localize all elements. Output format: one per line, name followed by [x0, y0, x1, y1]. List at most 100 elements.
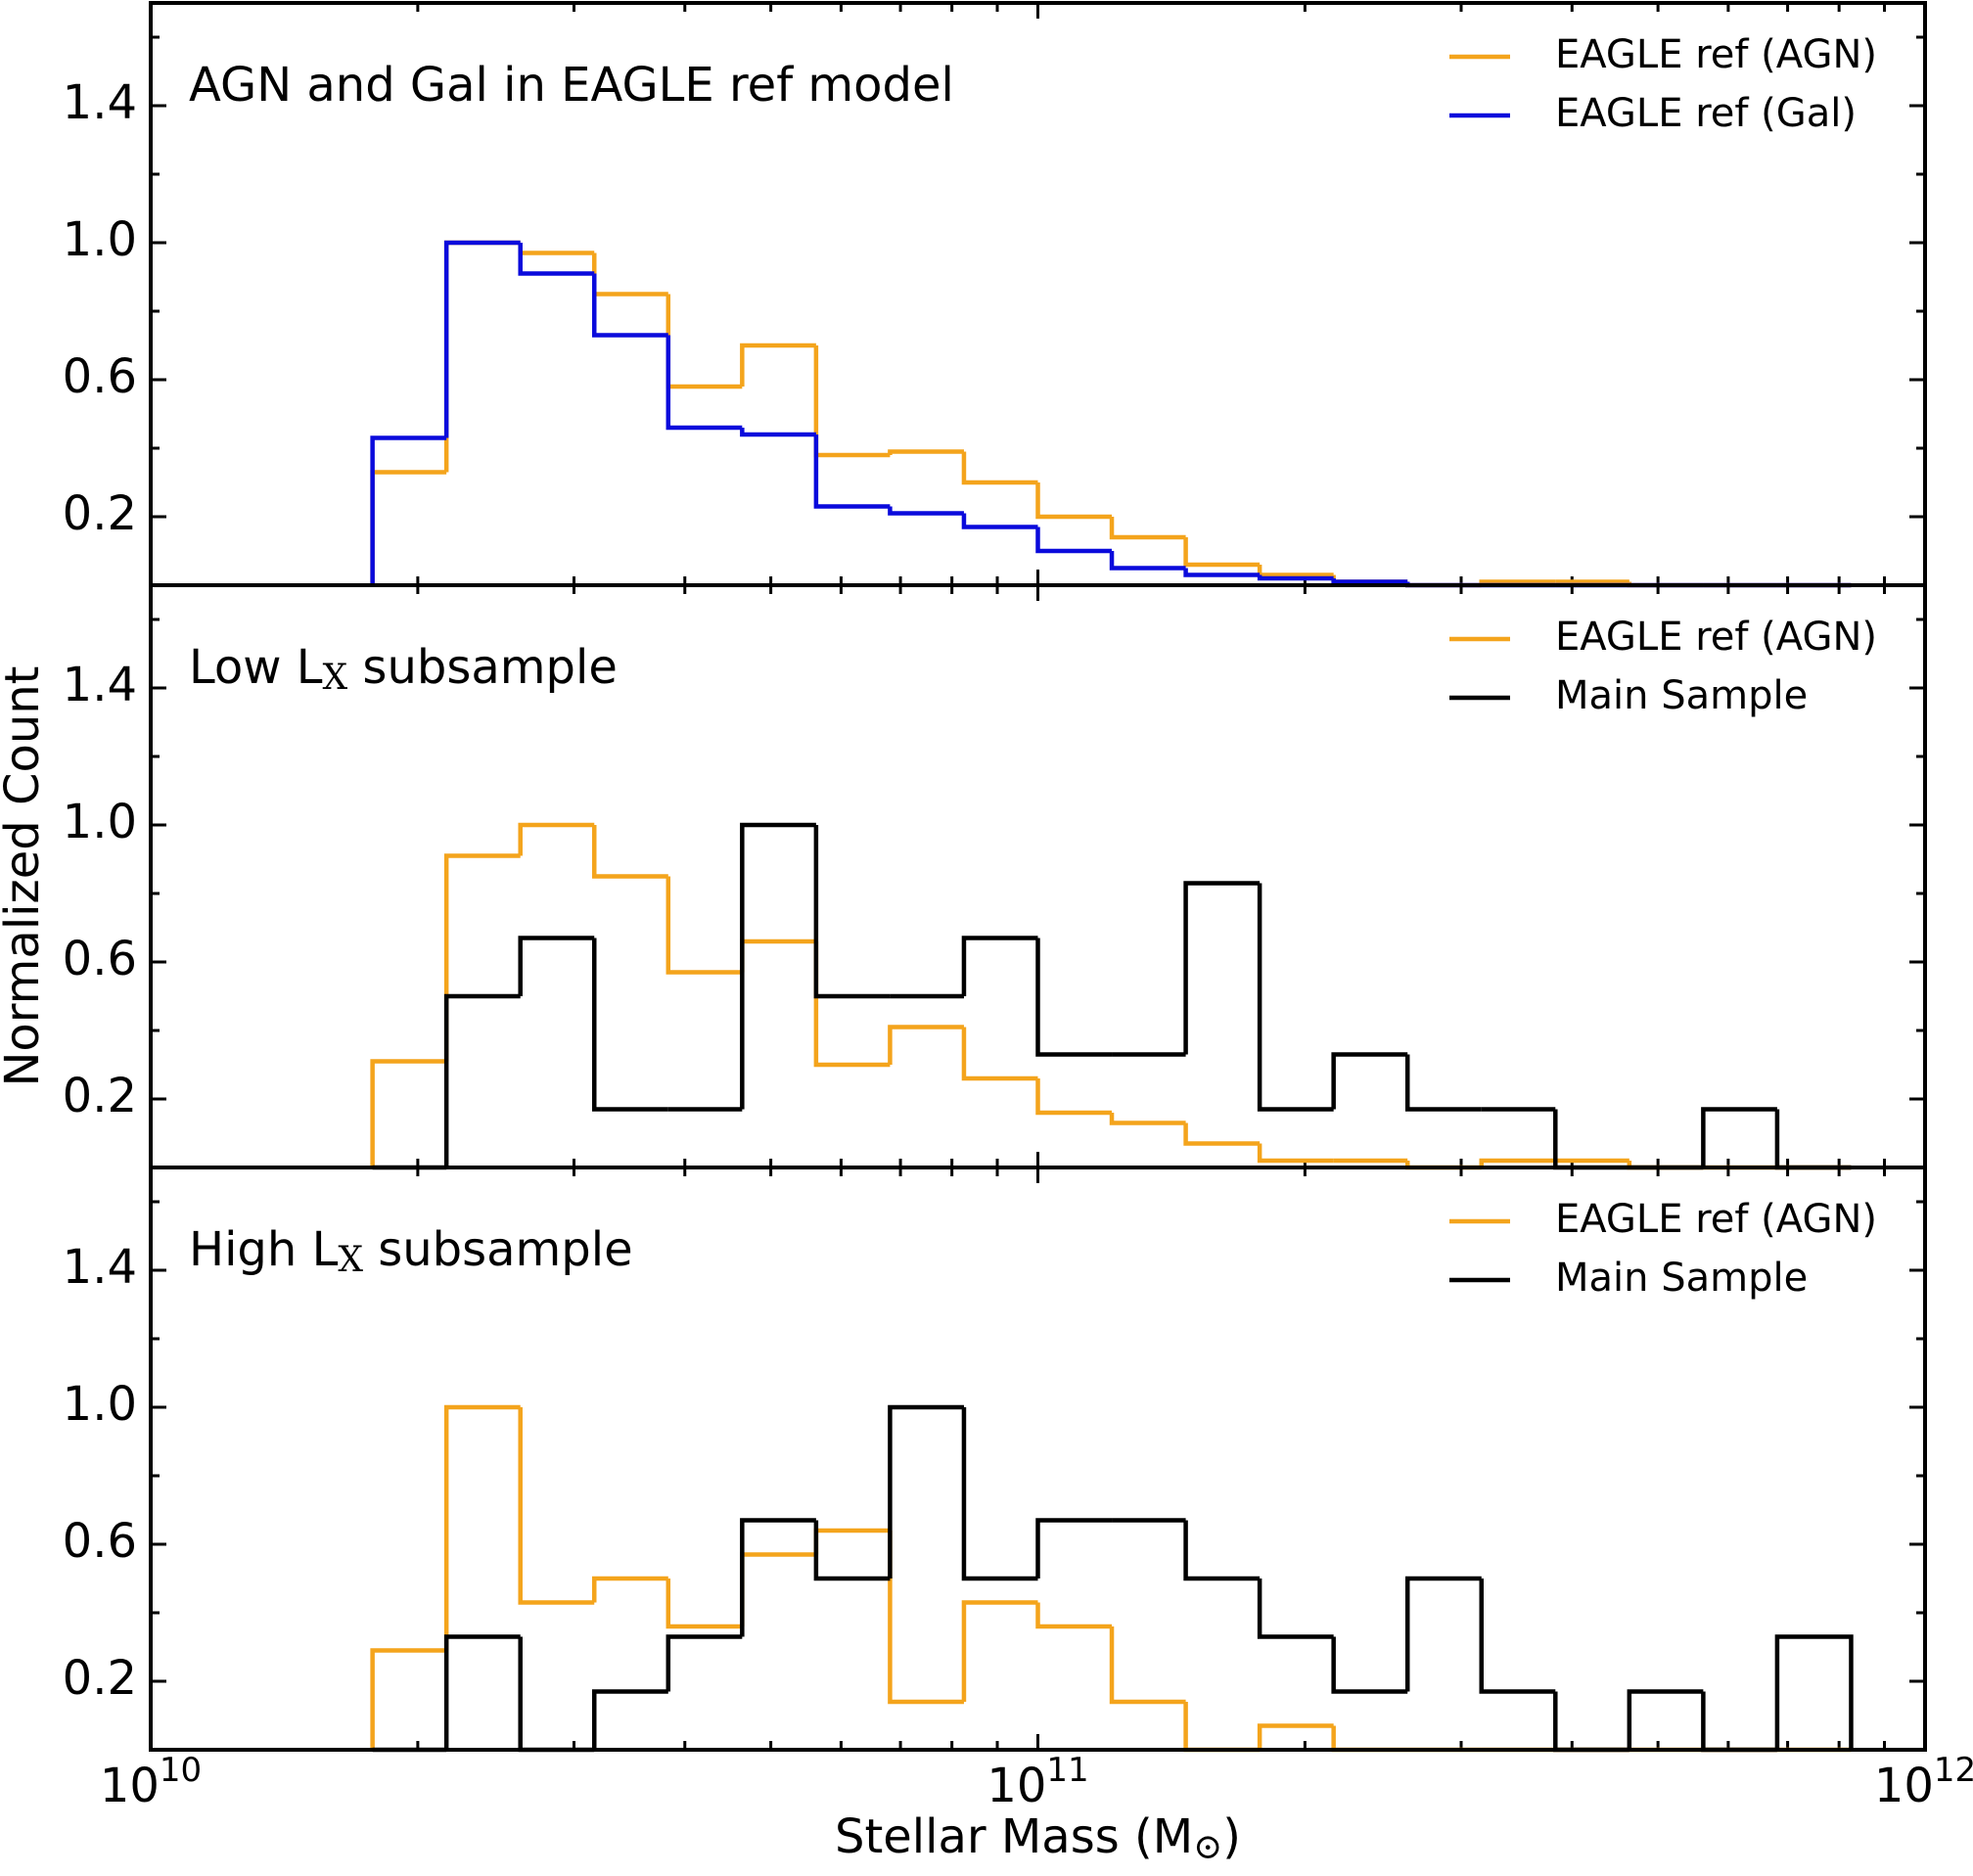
subscript: X — [338, 1240, 363, 1280]
histogram-step — [1553, 1691, 1629, 1753]
histogram-step — [1331, 1636, 1408, 1694]
histogram-step — [1257, 883, 1334, 1112]
y-tick-label: 0.2 — [63, 1069, 137, 1123]
histogram-step — [740, 938, 816, 973]
histogram-step — [1701, 1691, 1777, 1753]
histogram-step — [1183, 537, 1261, 568]
histogram-step — [1257, 1579, 1334, 1639]
histogram-step — [1627, 1689, 1704, 1750]
histogram-step — [518, 243, 595, 255]
panel-title: Low LX subsample — [189, 640, 618, 698]
tick-exponent: 11 — [1046, 1751, 1088, 1790]
text-part: High L — [189, 1222, 339, 1277]
histogram-step — [518, 1407, 595, 1605]
histogram-step — [740, 1518, 816, 1637]
y-tick-label: 0.6 — [63, 1514, 137, 1569]
histogram-step — [740, 1552, 816, 1626]
histogram-step — [592, 252, 668, 297]
histogram-step — [665, 1579, 743, 1629]
histogram-step — [592, 938, 668, 1112]
histogram-step — [1109, 1113, 1186, 1125]
histogram-step — [1035, 526, 1113, 554]
histogram-step — [961, 936, 1038, 996]
histogram-step — [665, 876, 743, 975]
histogram-step — [813, 941, 891, 1068]
histogram-step — [443, 240, 521, 438]
histogram-step — [1109, 551, 1186, 571]
text-part: subsample — [347, 640, 618, 695]
y-tick-label: 1.0 — [63, 212, 137, 267]
histogram-step — [888, 1531, 964, 1705]
tick-exponent: 12 — [1934, 1751, 1973, 1790]
histogram-step — [1183, 1702, 1261, 1753]
histogram-step — [370, 1648, 447, 1750]
tick-base: 10 — [100, 1759, 160, 1813]
histogram-step — [1183, 1520, 1261, 1581]
x-axis-label: Stellar Mass (M⊙) — [835, 1809, 1241, 1867]
histogram-step — [740, 822, 816, 1110]
histogram-step — [888, 1404, 964, 1579]
histogram-step — [1183, 881, 1261, 1055]
histogram-step — [1109, 1626, 1186, 1705]
text-part: AGN and Gal in EAGLE ref model — [189, 58, 954, 113]
y-tick-label: 1.0 — [63, 1377, 137, 1432]
histogram-step — [740, 343, 816, 387]
histogram-step — [518, 1636, 595, 1753]
histogram-step — [370, 470, 447, 585]
histogram-step — [370, 435, 447, 585]
histogram-step — [888, 1025, 964, 1065]
histogram-step — [592, 1576, 668, 1603]
tick-exponent: 10 — [160, 1751, 202, 1790]
y-tick-label: 1.4 — [63, 1240, 137, 1295]
histogram-step — [813, 435, 891, 509]
histogram-step — [813, 1520, 891, 1581]
y-tick-label: 0.2 — [63, 1651, 137, 1706]
histogram-step — [1035, 1602, 1113, 1629]
histogram-step — [961, 1027, 1038, 1081]
histogram-step — [443, 1404, 521, 1651]
x-tick-label: 1012 — [1874, 1751, 1973, 1814]
text-part: ) — [1222, 1809, 1241, 1864]
histogram-step — [665, 294, 743, 389]
histogram-step — [592, 825, 668, 879]
panel-title: High LX subsample — [189, 1222, 633, 1280]
panel-title: AGN and Gal in EAGLE ref model — [189, 58, 954, 113]
histogram-step — [443, 1634, 521, 1750]
histogram-step — [1257, 1143, 1334, 1164]
histogram-step — [1257, 574, 1334, 581]
histogram-step — [518, 243, 595, 276]
text-part: subsample — [363, 1222, 633, 1277]
histogram-step — [443, 993, 521, 1167]
histogram-step — [961, 513, 1038, 529]
histogram-step — [443, 853, 521, 1062]
histogram-step — [961, 1600, 1038, 1702]
histogram-step — [1404, 1576, 1482, 1692]
plot-frame — [149, 1166, 1927, 1752]
histogram-step — [888, 449, 964, 455]
text-part: Low L — [189, 640, 323, 695]
legend-label: EAGLE ref (AGN) — [1555, 1197, 1877, 1242]
x-tick-label: 1010 — [100, 1751, 202, 1814]
legend-label: Main Sample — [1555, 673, 1808, 718]
histogram-step — [961, 1407, 1038, 1581]
histogram-step — [813, 1528, 891, 1555]
legend-label: EAGLE ref (Gal) — [1555, 91, 1857, 136]
histogram-step — [1257, 565, 1334, 577]
subscript: X — [323, 658, 348, 698]
histogram-step — [1701, 1107, 1777, 1167]
y-axis-label: Normalized Count — [0, 665, 50, 1086]
histogram-step — [1331, 578, 1408, 584]
tick-base: 10 — [986, 1759, 1046, 1813]
histogram-step — [1404, 1054, 1482, 1112]
histogram-step — [1183, 1122, 1261, 1146]
histogram-step — [813, 345, 891, 458]
histogram-step — [1035, 1518, 1113, 1579]
histogram-step — [1331, 1725, 1408, 1753]
histogram-step — [1257, 1723, 1334, 1750]
histogram-step — [443, 240, 521, 473]
y-tick-label: 0.2 — [63, 486, 137, 541]
histogram-step — [1035, 1078, 1113, 1116]
histogram-step — [592, 273, 668, 338]
